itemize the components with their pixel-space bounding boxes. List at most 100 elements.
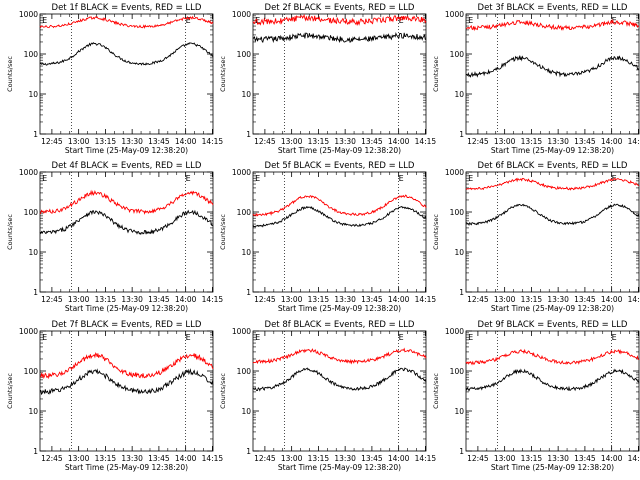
y-tick-label: 1000 (232, 327, 251, 336)
event-marker-label: E (468, 16, 473, 25)
x-tick-label: 13:45 (148, 295, 170, 304)
y-axis-label: Counts/sec (6, 214, 14, 250)
series-line-events (465, 368, 640, 392)
x-tick-label: 13:15 (308, 137, 330, 146)
y-axis-label: Counts/sec (219, 56, 227, 92)
x-tick-label: 12:45 (41, 454, 63, 463)
x-tick-label: 13:30 (121, 454, 143, 463)
x-tick-label: 14:00 (175, 454, 197, 463)
x-tick-label: 14:15 (415, 137, 437, 146)
panel-title: Det 4f BLACK = Events, RED = LLD (52, 161, 202, 171)
panel-title: Det 9f BLACK = Events, RED = LLD (478, 320, 628, 330)
plot-frame (465, 13, 640, 135)
y-tick-label: 1000 (445, 10, 464, 19)
x-tick-label: 13:00 (281, 137, 303, 146)
x-tick-label: 13:15 (308, 295, 330, 304)
plot-frame (252, 171, 427, 293)
y-tick-label: 1 (33, 288, 38, 297)
x-tick-label: 13:00 (281, 454, 303, 463)
x-tick-label: 14:15 (415, 295, 437, 304)
panel-8: Det 8f BLACK = Events, RED = LLD 1 10 100 10… (219, 320, 436, 472)
y-tick-label: 10 (454, 90, 464, 99)
y-tick-label: 1 (33, 130, 38, 139)
panel-title: Det 2f BLACK = Events, RED = LLD (265, 3, 415, 13)
x-axis-label: Start Time (25-May-09 12:38:20) (491, 304, 614, 313)
series-line-lld (465, 177, 640, 191)
y-tick-label: 1 (246, 130, 251, 139)
x-axis-label: Start Time (25-May-09 12:38:20) (65, 146, 188, 155)
panel-4: Det 4f BLACK = Events, RED = LLD 1 10 100 10… (6, 161, 223, 313)
event-marker-label: E (612, 16, 617, 25)
x-tick-label: 12:45 (467, 454, 489, 463)
x-tick-label: 13:15 (308, 454, 330, 463)
y-tick-label: 10 (28, 248, 38, 257)
plot-frame (252, 330, 427, 452)
plot-frame (39, 330, 214, 452)
x-tick-label: 13:30 (334, 137, 356, 146)
series-line-events (39, 42, 214, 66)
y-tick-label: 1 (33, 447, 38, 456)
panel-title: Det 5f BLACK = Events, RED = LLD (265, 161, 415, 171)
event-marker-label: E (255, 174, 260, 183)
series-line-events (252, 367, 427, 392)
x-tick-label: 14:15 (202, 454, 224, 463)
x-tick-label: 13:30 (121, 137, 143, 146)
x-tick-label: 13:30 (334, 295, 356, 304)
x-axis-label: Start Time (25-May-09 12:38:20) (65, 304, 188, 313)
y-tick-label: 100 (24, 367, 39, 376)
y-tick-label: 1 (246, 447, 251, 456)
x-tick-label: 13:15 (521, 454, 543, 463)
event-marker-label: E (255, 16, 260, 25)
y-axis-label: Counts/sec (432, 56, 440, 92)
y-tick-label: 1000 (19, 10, 38, 19)
event-marker-label: E (186, 333, 191, 342)
y-tick-label: 100 (237, 50, 252, 59)
x-tick-label: 13:00 (281, 295, 303, 304)
x-tick-label: 13:30 (121, 295, 143, 304)
event-marker-label: E (468, 174, 473, 183)
y-tick-label: 1 (246, 288, 251, 297)
x-tick-label: 13:45 (148, 137, 170, 146)
x-tick-label: 13:45 (574, 137, 596, 146)
panel-title: Det 3f BLACK = Events, RED = LLD (478, 3, 628, 13)
y-tick-label: 100 (450, 367, 465, 376)
y-tick-label: 100 (24, 208, 39, 217)
x-tick-label: 14:15 (628, 137, 640, 146)
series-line-lld (465, 348, 640, 366)
y-tick-label: 1 (459, 447, 464, 456)
series-line-lld (466, 18, 640, 32)
event-marker-label: E (42, 174, 47, 183)
event-marker-label: E (612, 174, 617, 183)
x-tick-label: 14:00 (388, 295, 410, 304)
x-tick-label: 12:45 (467, 137, 489, 146)
x-tick-label: 13:30 (547, 454, 569, 463)
y-tick-label: 10 (454, 407, 464, 416)
x-tick-label: 14:15 (628, 454, 640, 463)
x-tick-label: 12:45 (41, 295, 63, 304)
x-axis-label: Start Time (25-May-09 12:38:20) (278, 146, 401, 155)
x-tick-label: 14:15 (202, 295, 224, 304)
x-tick-label: 13:00 (494, 295, 516, 304)
series-line-events (39, 368, 214, 396)
series-line-lld (252, 194, 427, 217)
y-tick-label: 1 (459, 288, 464, 297)
panel-2: Det 2f BLACK = Events, RED = LLD 1 10 100 10… (219, 3, 436, 155)
x-tick-label: 13:45 (361, 295, 383, 304)
event-marker-label: E (186, 16, 191, 25)
panel-title: Det 1f BLACK = Events, RED = LLD (52, 3, 202, 13)
plot-frame (252, 13, 427, 135)
panel-title: Det 7f BLACK = Events, RED = LLD (52, 320, 202, 330)
x-tick-label: 14:15 (202, 137, 224, 146)
x-tick-label: 13:00 (494, 454, 516, 463)
y-tick-label: 1000 (19, 168, 38, 177)
y-axis-label: Counts/sec (432, 214, 440, 250)
series-line-events (465, 203, 640, 226)
x-axis-label: Start Time (25-May-09 12:38:20) (278, 304, 401, 313)
y-axis-label: Counts/sec (219, 373, 227, 409)
series-line-lld (39, 189, 214, 215)
y-axis-label: Counts/sec (6, 373, 14, 409)
x-tick-label: 13:15 (521, 137, 543, 146)
event-marker-label: E (399, 16, 404, 25)
x-tick-label: 14:00 (601, 137, 623, 146)
